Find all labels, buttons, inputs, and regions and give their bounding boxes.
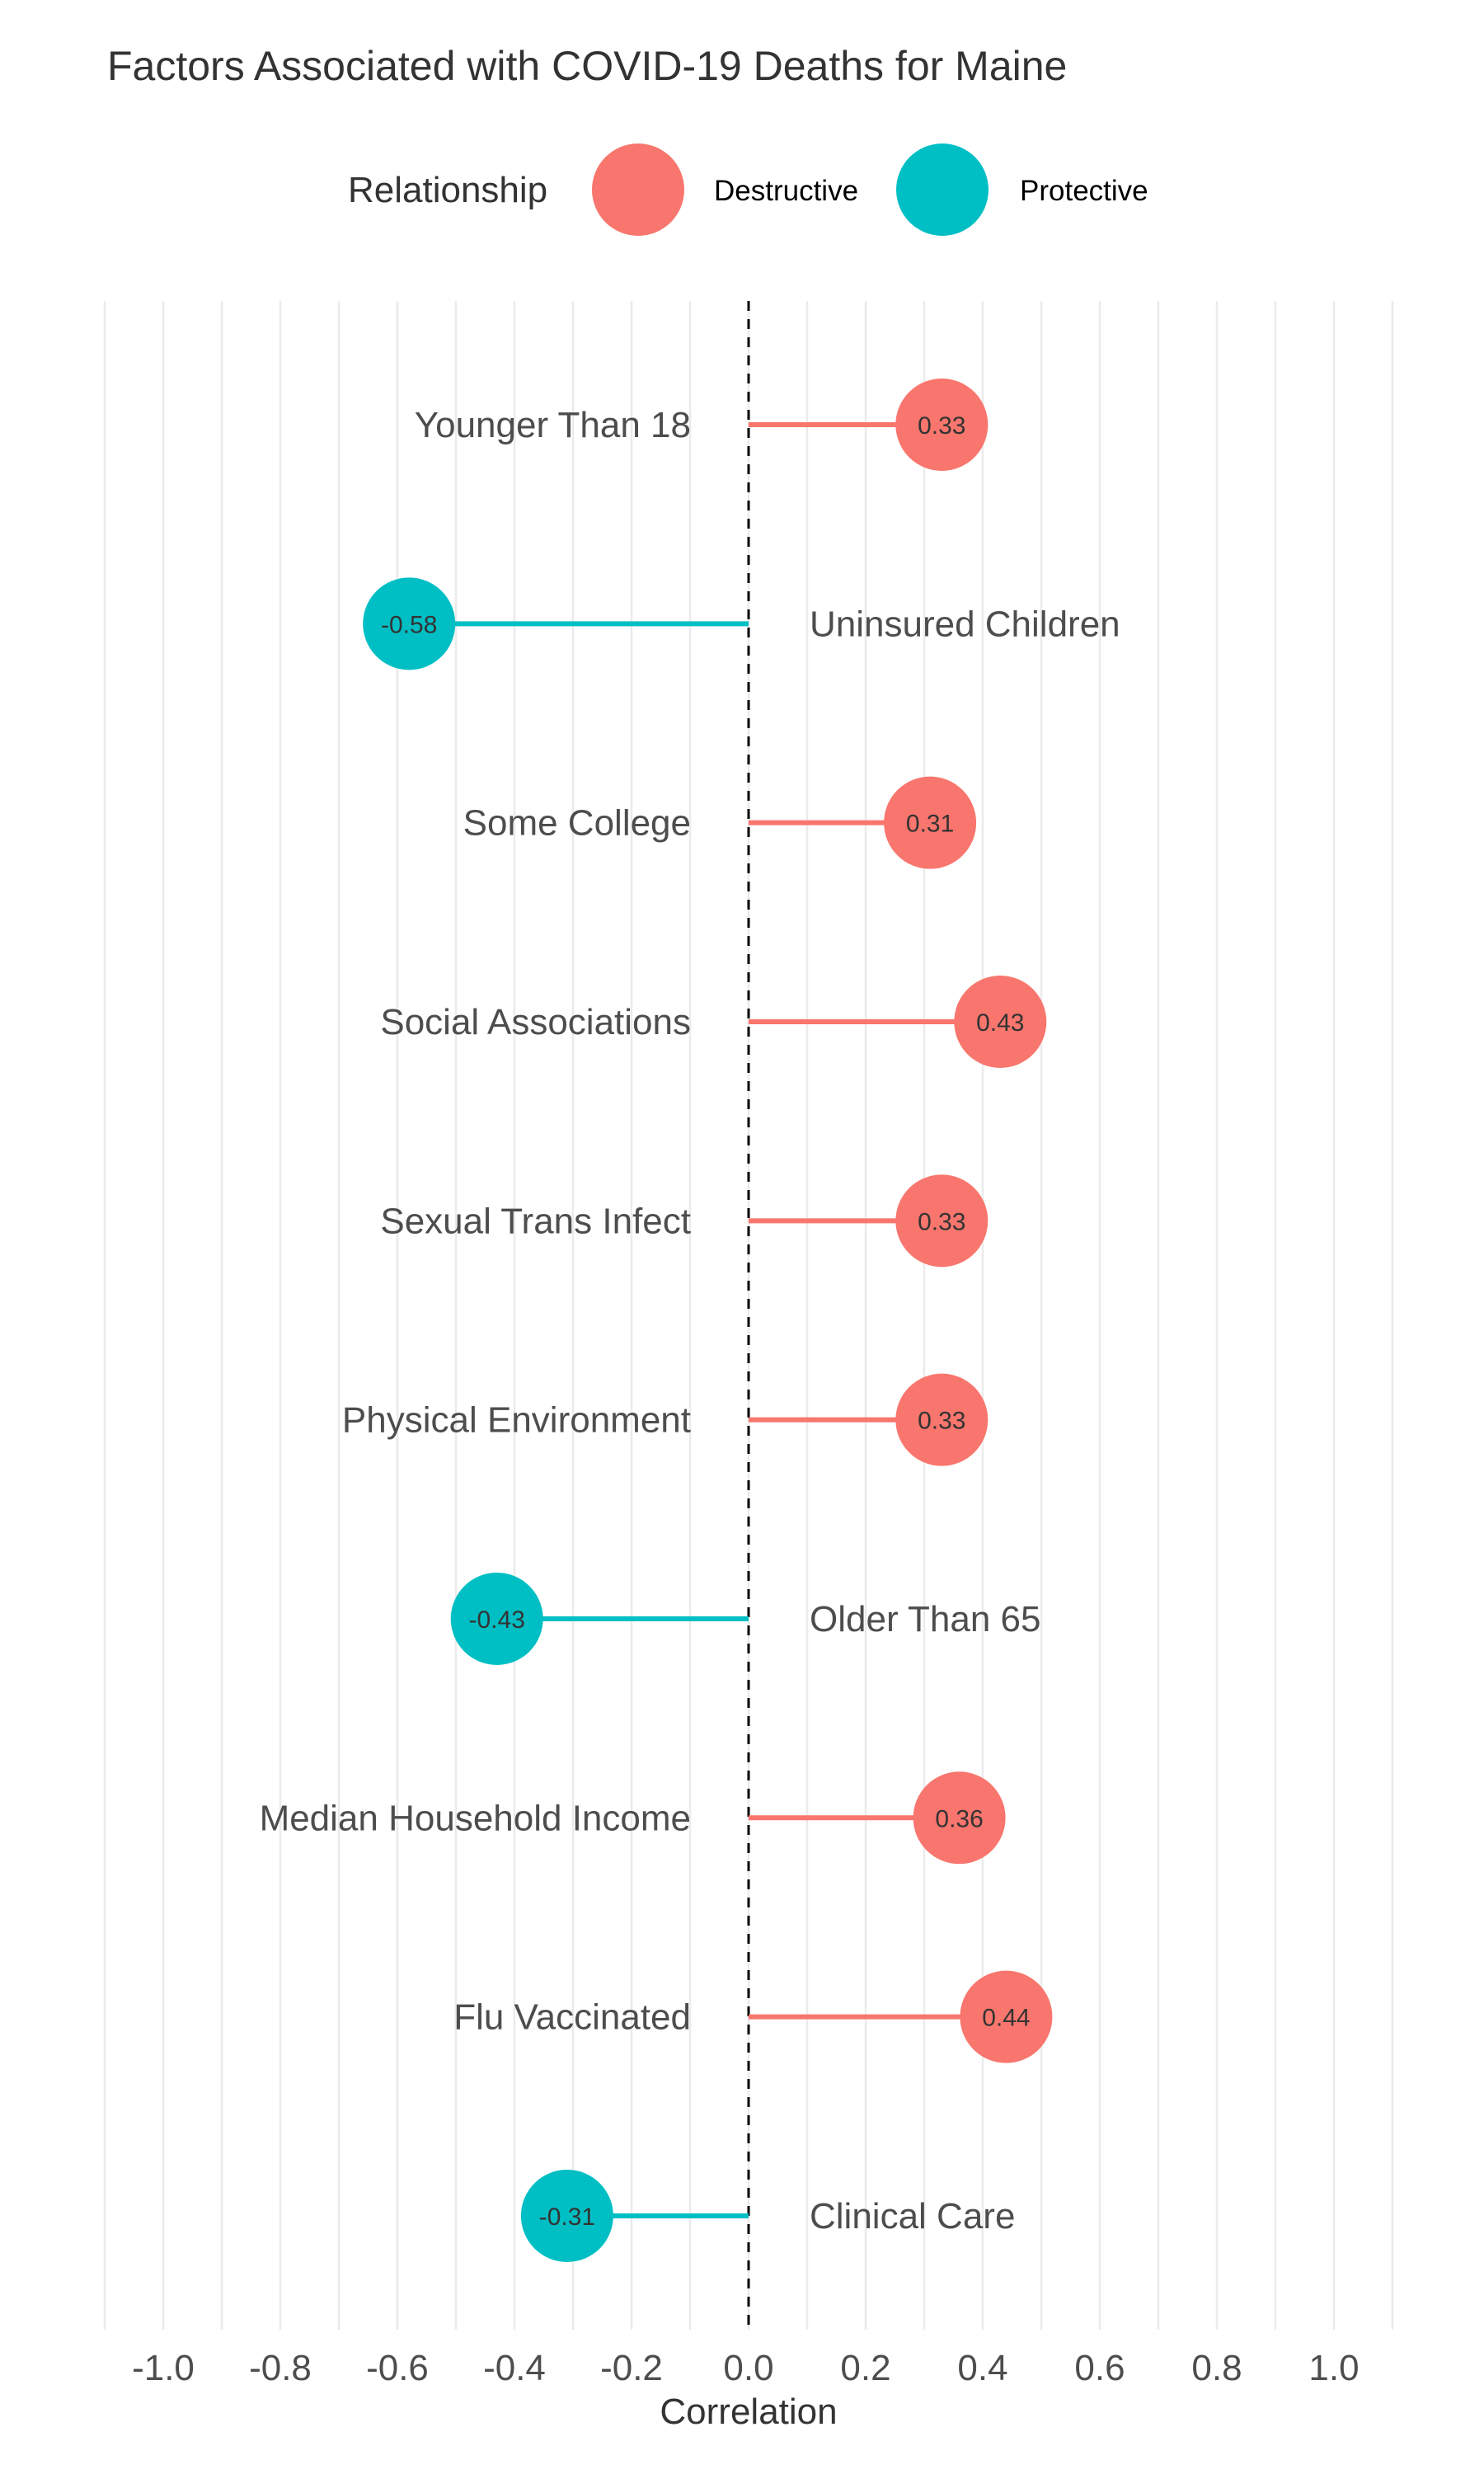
legend-title: Relationship bbox=[348, 170, 547, 210]
lollipop-clinical-care: -0.31 Clinical Care bbox=[520, 2169, 1015, 2262]
category-label: Flu Vaccinated bbox=[453, 1997, 691, 2038]
x-axis-title: Correlation bbox=[660, 2392, 837, 2432]
data-marks: 0.33 Younger Than 18 -0.58 Uninsured Childr… bbox=[260, 379, 1120, 2262]
category-label: Some College bbox=[463, 803, 691, 844]
legend-label-destructive: Destructive bbox=[714, 175, 858, 207]
x-tick-label: -0.4 bbox=[483, 2348, 546, 2388]
x-tick-label: -0.8 bbox=[249, 2348, 312, 2388]
chart-title: Factors Associated with COVID-19 Deaths … bbox=[107, 43, 1067, 89]
x-tick-label: 0.8 bbox=[1191, 2348, 1242, 2388]
x-tick-label: 0.0 bbox=[723, 2348, 773, 2388]
x-axis-ticks: -1.0 -0.8 -0.6 -0.4 -0.2 0.0 0.2 0.4 0.6 0.8 1.0 bbox=[132, 2348, 1360, 2388]
legend-key-protective bbox=[896, 143, 989, 236]
lollipop-point bbox=[913, 1771, 1006, 1865]
value-label: 0.36 bbox=[935, 1805, 983, 1832]
lollipop-sexual-trans-infect: 0.33 Sexual Trans Infect bbox=[380, 1174, 989, 1268]
value-label: 0.43 bbox=[976, 1009, 1024, 1037]
lollipop-younger-than-18: 0.33 Younger Than 18 bbox=[415, 379, 989, 471]
x-tick-label: -0.6 bbox=[366, 2348, 429, 2388]
lollipop-point bbox=[884, 776, 977, 869]
value-label: -0.58 bbox=[381, 611, 437, 638]
category-label: Median Household Income bbox=[260, 1798, 691, 1838]
x-tick-label: -1.0 bbox=[132, 2348, 195, 2388]
legend-label-protective: Protective bbox=[1020, 175, 1148, 207]
lollipop-median-household-income: 0.36 Median Household Income bbox=[260, 1771, 1006, 1865]
x-tick-label: 0.2 bbox=[840, 2348, 890, 2388]
legend-key-destructive bbox=[592, 143, 684, 236]
category-label: Clinical Care bbox=[810, 2196, 1015, 2236]
category-label: Older Than 65 bbox=[810, 1599, 1040, 1639]
category-label: Physical Environment bbox=[342, 1400, 691, 1441]
lollipop-flu-vaccinated: 0.44 Flu Vaccinated bbox=[453, 1970, 1053, 2063]
value-label: 0.44 bbox=[982, 2005, 1030, 2032]
category-label: Social Associations bbox=[380, 1002, 691, 1042]
lollipop-point bbox=[450, 1572, 543, 1665]
x-tick-label: -0.2 bbox=[600, 2348, 663, 2388]
x-tick-label: 0.4 bbox=[957, 2348, 1007, 2388]
value-label: 0.33 bbox=[918, 1408, 965, 1435]
lollipop-physical-environment: 0.33 Physical Environment bbox=[342, 1373, 989, 1466]
lollipop-uninsured-children: -0.58 Uninsured Children bbox=[363, 577, 1120, 670]
lollipop-point bbox=[520, 2169, 613, 2262]
lollipop-point bbox=[895, 379, 989, 471]
lollipop-point bbox=[895, 1373, 989, 1466]
value-label: 0.33 bbox=[918, 412, 965, 440]
x-tick-label: 0.6 bbox=[1074, 2348, 1125, 2388]
value-label: -0.43 bbox=[469, 1606, 525, 1634]
category-label: Younger Than 18 bbox=[415, 405, 691, 445]
lollipop-point bbox=[895, 1174, 989, 1268]
value-label: 0.33 bbox=[918, 1208, 965, 1235]
category-label: Sexual Trans Infect bbox=[380, 1201, 691, 1241]
lollipop-point bbox=[960, 1970, 1053, 2063]
lollipop-point bbox=[954, 975, 1047, 1068]
lollipop-point bbox=[363, 577, 456, 670]
lollipop-social-associations: 0.43 Social Associations bbox=[380, 975, 1047, 1068]
x-tick-label: 1.0 bbox=[1308, 2348, 1359, 2388]
category-label: Uninsured Children bbox=[810, 604, 1120, 644]
lollipop-some-college: 0.31 Some College bbox=[463, 776, 977, 869]
value-label: 0.31 bbox=[906, 811, 954, 838]
legend: Relationship Destructive Protective bbox=[348, 143, 1148, 236]
lollipop-older-than-65: -0.43 Older Than 65 bbox=[450, 1572, 1040, 1665]
value-label: -0.31 bbox=[539, 2204, 595, 2231]
